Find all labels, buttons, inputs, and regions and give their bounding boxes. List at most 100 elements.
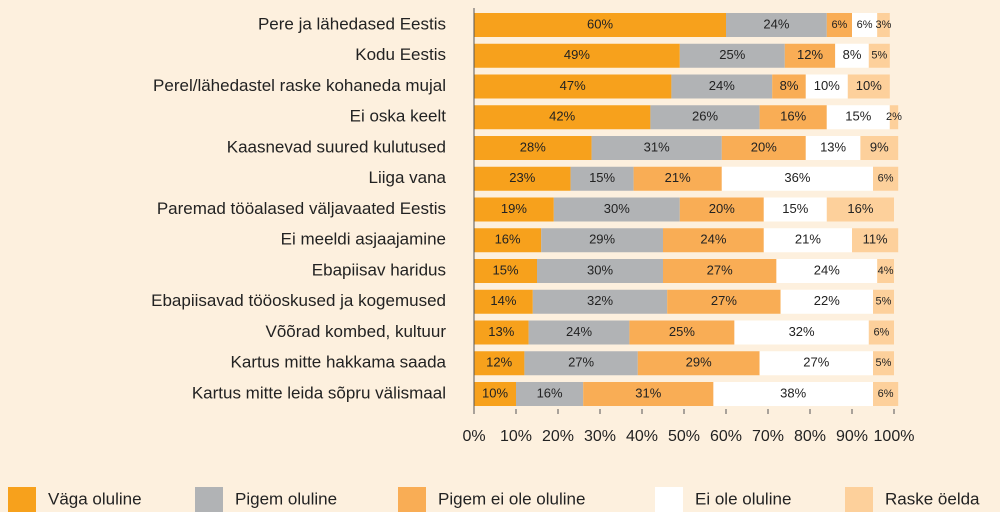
bar-segment (528, 320, 630, 345)
bar-segment (873, 166, 899, 191)
bar-segment (474, 13, 726, 37)
legend-swatch (8, 487, 36, 512)
data-label: 20% (709, 201, 735, 216)
data-label: 26% (692, 109, 718, 124)
data-label: 16% (537, 385, 563, 400)
bar-segment (860, 136, 899, 160)
bar-segment (835, 43, 869, 68)
data-label: 32% (789, 324, 815, 339)
bar-segment (784, 43, 836, 68)
data-label: 2% (886, 111, 902, 123)
x-tick-label: 50% (668, 428, 700, 445)
bar-segment (868, 320, 894, 345)
data-label: 15% (782, 201, 808, 216)
bar-segment (474, 259, 537, 283)
bar-segment (591, 136, 722, 160)
bar-segment (516, 382, 584, 406)
data-label: 13% (820, 139, 846, 154)
data-label: 16% (780, 109, 806, 124)
data-label: 31% (644, 139, 670, 154)
data-label: 24% (763, 16, 789, 31)
bar-segment (868, 43, 890, 68)
bar-segment (763, 228, 852, 253)
data-label: 38% (780, 385, 806, 400)
data-label: 6% (878, 173, 894, 185)
bar-segment (532, 289, 668, 314)
data-label: 24% (700, 232, 726, 247)
data-label: 16% (495, 232, 521, 247)
bar-segment (721, 166, 873, 191)
legend-swatch (845, 487, 873, 512)
data-label: 25% (719, 47, 745, 62)
x-tick-label: 10% (500, 428, 532, 445)
bar-segment (474, 43, 680, 68)
bar-segment (570, 166, 634, 191)
bar-segment (474, 228, 542, 253)
data-label: 60% (587, 16, 613, 31)
bar-segment (826, 105, 890, 130)
data-label: 10% (814, 78, 840, 93)
data-label: 29% (589, 232, 615, 247)
bar-segment (553, 197, 680, 222)
bar-segment (474, 105, 651, 130)
data-label: 11% (863, 232, 888, 247)
data-label: 6% (857, 19, 873, 31)
y-tick-label: Võõrad kombed, kultuur (266, 322, 447, 341)
data-label: 28% (520, 139, 546, 154)
y-tick-label: Ebapiisavad tööoskused ja kogemused (151, 291, 446, 310)
data-label: 10% (482, 385, 508, 400)
data-label: 24% (566, 324, 592, 339)
data-label: 27% (803, 355, 829, 370)
y-tick-label: Kartus mitte leida sõpru välismaal (192, 383, 446, 402)
bar-segment (679, 43, 785, 68)
legend-label: Pigem oluline (235, 489, 337, 508)
data-label: 12% (486, 355, 512, 370)
bar-segment (726, 13, 827, 37)
bar-segment (474, 351, 525, 376)
y-tick-label: Ei oska keelt (350, 107, 447, 126)
data-label: 24% (814, 262, 840, 277)
x-tick-label: 40% (626, 428, 658, 445)
data-label: 49% (564, 47, 590, 62)
bar-segment (780, 289, 873, 314)
data-label: 27% (568, 355, 594, 370)
bar-segment (474, 197, 554, 222)
x-tick-label: 70% (752, 428, 784, 445)
bar-segment (474, 74, 672, 99)
bar-segment (877, 259, 894, 283)
bar-segment (805, 136, 861, 160)
bar-segment (667, 289, 781, 314)
y-tick-label: Ei meeldi asjaajamine (281, 230, 446, 249)
bar-segment (671, 74, 773, 99)
data-label: 5% (871, 50, 887, 62)
x-tick-label: 80% (794, 428, 826, 445)
legend-label: Ei ole oluline (695, 489, 791, 508)
x-tick-label: 90% (836, 428, 868, 445)
bar-segment (852, 228, 899, 253)
data-label: 47% (560, 78, 586, 93)
data-label: 8% (843, 47, 862, 62)
bar-segment (889, 105, 899, 130)
x-tick-label: 60% (710, 428, 742, 445)
bar-segment (474, 136, 592, 160)
bar-segment (805, 74, 848, 99)
data-label: 30% (604, 201, 630, 216)
legend-swatch (398, 487, 426, 512)
y-tick-label: Kodu Eestis (355, 45, 446, 64)
data-label: 15% (492, 262, 518, 277)
y-tick-label: Kartus mitte hakkama saada (231, 353, 447, 372)
bar-segment (524, 351, 638, 376)
data-label: 20% (751, 139, 777, 154)
bar-segment (679, 197, 764, 222)
bar-segment (852, 13, 878, 37)
data-label: 27% (707, 262, 733, 277)
data-label: 14% (490, 293, 516, 308)
bar-segment (474, 289, 533, 314)
x-tick-label: 30% (584, 428, 616, 445)
data-label: 31% (635, 385, 661, 400)
bar-segment (873, 289, 894, 314)
legend-swatch (655, 487, 683, 512)
y-tick-label: Ebapiisav haridus (312, 260, 446, 279)
data-label: 6% (831, 19, 847, 31)
